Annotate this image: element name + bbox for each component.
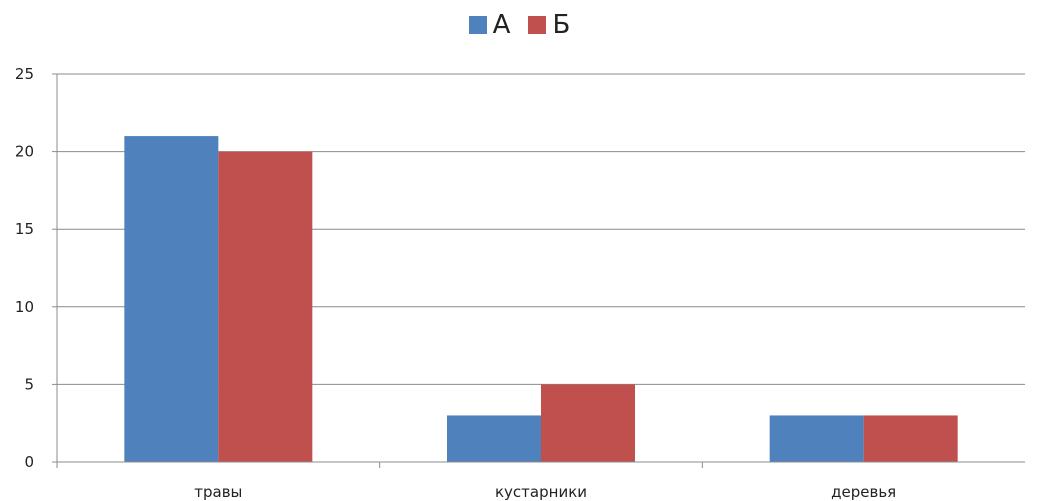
y-tick-label: 0: [24, 453, 34, 471]
y-tick-label: 25: [15, 65, 34, 83]
y-tick-label: 10: [15, 298, 34, 316]
bar-a-2: [769, 415, 864, 462]
chart-legend: А Б: [0, 12, 1039, 38]
bar-a-0: [124, 136, 219, 462]
legend-swatch-a: [468, 16, 487, 34]
legend-label-a: А: [492, 10, 511, 40]
x-category-label: травы: [194, 483, 242, 501]
bars: [124, 136, 958, 462]
legend-swatch-b: [528, 16, 547, 34]
legend-label-b: Б: [552, 10, 571, 40]
x-category-label: деревья: [831, 483, 896, 501]
legend-item-a: А: [468, 10, 511, 40]
x-category-label: кустарники: [495, 483, 587, 501]
axes: [56, 74, 1025, 468]
y-axis-ticks: 0 5 10 15 20 25: [15, 65, 57, 471]
x-axis-labels: травы кустарники деревья: [194, 483, 896, 501]
bar-b-1: [541, 384, 635, 462]
bar-b-2: [863, 415, 958, 462]
bar-a-1: [447, 415, 541, 462]
legend-item-b: Б: [528, 12, 570, 38]
bar-b-0: [218, 151, 313, 462]
y-tick-label: 20: [15, 143, 34, 161]
y-tick-label: 15: [15, 220, 34, 238]
y-tick-label: 5: [24, 375, 34, 393]
